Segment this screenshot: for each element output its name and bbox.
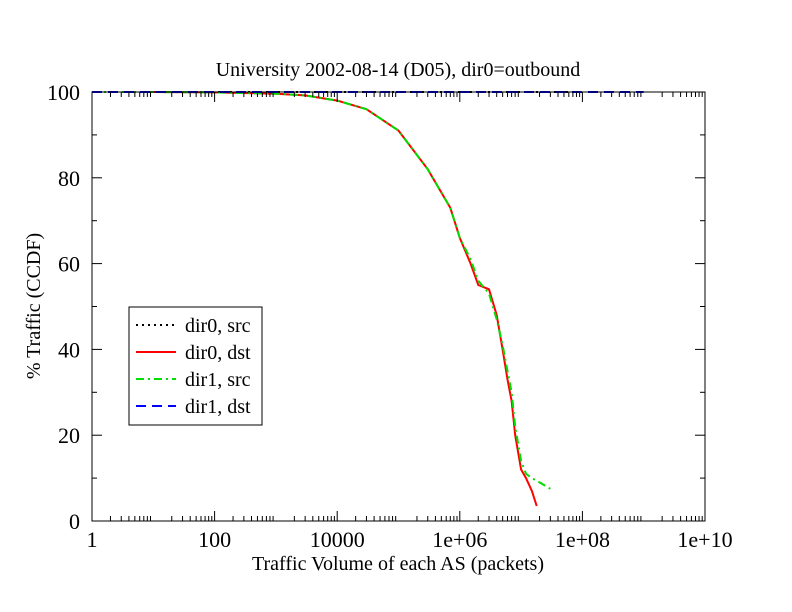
series-line-2 <box>153 91 538 507</box>
series-layer <box>92 91 644 507</box>
y-tick-label: 20 <box>58 423 80 448</box>
y-tick-label: 60 <box>58 252 80 277</box>
x-axis-label: Traffic Volume of each AS (packets) <box>252 553 544 575</box>
series-line-3 <box>92 91 551 490</box>
ticks-layer: 1 100 10000 1e+06 1e+08 1e+10 0 20 40 60 80 100 <box>47 80 733 552</box>
x-tick-label: 1e+10 <box>677 527 732 552</box>
legend-label-3: dir1, src <box>185 369 251 391</box>
y-tick-label: 40 <box>58 337 80 362</box>
legend-label-4: dir1, dst <box>185 396 251 418</box>
x-tick-label: 100 <box>198 527 231 552</box>
y-axis-label: % Traffic (CCDF) <box>23 233 45 379</box>
legend-box <box>128 306 263 426</box>
x-tick-label: 1e+06 <box>432 527 487 552</box>
y-tick-label: 100 <box>47 80 80 105</box>
x-tick-label: 1e+08 <box>555 527 610 552</box>
y-tick-label: 80 <box>58 166 80 191</box>
legend-label-1: dir0, src <box>185 315 251 337</box>
y-tick-label: 0 <box>69 509 80 534</box>
legend: dir0, src dir0, dst dir1, src dir1, dst <box>128 306 263 426</box>
chart-title: University 2002-08-14 (D05), dir0=outbou… <box>216 59 581 81</box>
legend-label-2: dir0, dst <box>185 342 251 364</box>
x-tick-label: 1 <box>87 527 98 552</box>
x-tick-label: 10000 <box>310 527 365 552</box>
